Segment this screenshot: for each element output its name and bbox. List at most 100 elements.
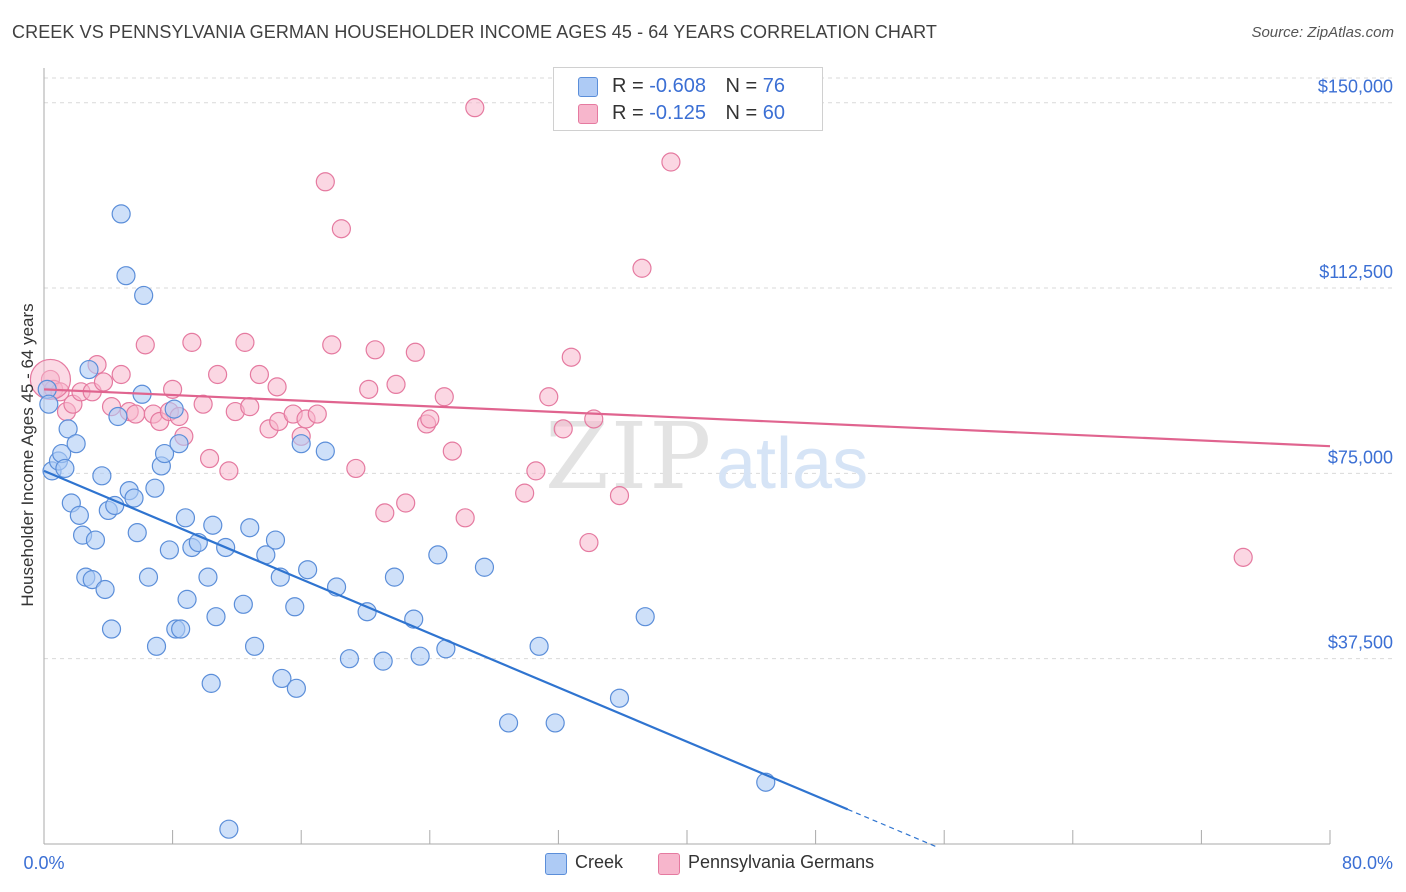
- creek-point: [498, 713, 519, 733]
- pennsylvania-germans-point: [434, 387, 454, 407]
- pennsylvania-germans-point: [386, 374, 406, 394]
- creek-point: [82, 570, 102, 590]
- pennsylvania-germans-point: [126, 404, 146, 424]
- r-label: R =: [612, 102, 644, 124]
- pennsylvania-germans-point: [396, 493, 416, 513]
- creek-point: [240, 518, 260, 538]
- creek-point: [39, 394, 59, 414]
- y-tick-label: $75,000: [1328, 447, 1393, 467]
- creek-swatch: [578, 77, 598, 97]
- creek-point: [177, 589, 197, 609]
- creek-point: [79, 359, 99, 380]
- x-tick-label: 80.0%: [1342, 853, 1393, 873]
- creek-point: [171, 619, 191, 639]
- pennsylvania-germans-point: [208, 364, 228, 385]
- creek-point: [609, 688, 630, 708]
- creek-point: [154, 443, 175, 464]
- creek-point: [203, 515, 223, 535]
- pennsylvania-germans-point: [249, 364, 270, 385]
- creek-point: [124, 488, 144, 508]
- creek-point: [428, 545, 448, 565]
- pennsylvania-germans-point: [111, 364, 131, 385]
- pennsylvania-germans-point: [93, 372, 114, 392]
- trend-lines: [43, 388, 1331, 848]
- pennsylvania-germans-point: [346, 458, 366, 479]
- pennsylvania-germans-point: [632, 258, 652, 278]
- pennsylvania-germans-point: [359, 379, 379, 399]
- creek-point: [58, 419, 78, 439]
- pennsylvania-germans-swatch: [578, 104, 598, 124]
- x-tick-label: 0.0%: [23, 853, 64, 873]
- legend-label-creek: Creek: [575, 852, 624, 872]
- pennsylvania-germans-point: [465, 98, 485, 118]
- correlation-legend: R = -0.608 N = 76 R = -0.125 N = 60: [553, 67, 823, 131]
- creek-point: [286, 678, 306, 698]
- pennsylvania-germans-point: [182, 332, 202, 352]
- pennsylvania-germans-point: [526, 461, 546, 481]
- x-tick-labels: 0.0% 80.0%: [23, 853, 1393, 873]
- creek-point: [545, 713, 565, 733]
- axes: [43, 68, 1331, 845]
- y-axis-label: Householder Income Ages 45 - 64 years: [18, 303, 37, 607]
- r-value: -0.608: [649, 75, 706, 97]
- creek-point: [127, 523, 147, 543]
- creek-trend-extension: [847, 808, 937, 848]
- pennsylvania-germans-point: [515, 483, 535, 503]
- creek-point: [285, 597, 305, 617]
- creek-point: [101, 619, 122, 639]
- creek-point: [108, 406, 128, 427]
- pennsylvania-germans-point: [365, 340, 385, 360]
- pennsylvania-germans-point: [193, 394, 213, 414]
- pennsylvania-germans-point: [553, 419, 573, 439]
- creek-point: [134, 285, 154, 306]
- pennsylvania-germans-point: [315, 172, 335, 192]
- y-tick-label: $37,500: [1328, 633, 1393, 653]
- pennsylvania-germans-point: [240, 397, 260, 417]
- creek-swatch: [545, 853, 567, 875]
- chart-title: CREEK VS PENNSYLVANIA GERMAN HOUSEHOLDER…: [12, 22, 937, 42]
- creek-point: [291, 434, 311, 454]
- creek-point: [66, 434, 86, 454]
- creek-point: [244, 636, 265, 656]
- n-value: 76: [762, 75, 786, 97]
- creek-point: [175, 508, 196, 528]
- n-label: N =: [725, 102, 758, 124]
- n-label: N =: [725, 75, 758, 97]
- r-value: -0.125: [649, 102, 706, 124]
- creek-point: [233, 594, 253, 614]
- pennsylvania-germans-point: [375, 503, 395, 523]
- pennsylvania-germans-point: [135, 335, 155, 355]
- y-tick-label: $112,500: [1319, 262, 1393, 282]
- pennsylvania-germans-point: [199, 448, 220, 469]
- gridlines: [44, 77, 1392, 660]
- pennsylvania-germans-trend-line: [43, 388, 1331, 448]
- creek-point: [315, 441, 335, 461]
- pennsylvania-germans-point: [405, 342, 425, 362]
- y-tick-label: $150,000: [1318, 77, 1393, 97]
- pennsylvania-germans-point: [235, 332, 255, 352]
- creek-point: [272, 668, 292, 689]
- n-value: 60: [762, 102, 786, 124]
- creek-point: [339, 649, 360, 669]
- pennsylvania-germans-point: [442, 441, 462, 461]
- creek-point: [164, 399, 184, 419]
- creek-point: [95, 579, 115, 600]
- pennsylvania-germans-point: [267, 377, 287, 397]
- pennsylvania-germans-point: [331, 219, 351, 239]
- pennsylvania-germans-point: [561, 347, 581, 367]
- creek-point: [116, 266, 136, 286]
- creek-point: [384, 567, 405, 587]
- creek-point: [69, 505, 89, 525]
- pennsylvania-germans-point: [455, 508, 475, 528]
- pennsylvania-germans-point: [661, 152, 681, 172]
- creek-point: [145, 478, 165, 498]
- pennsylvania-germans-point: [420, 409, 440, 429]
- pennsylvania-germans-point: [579, 532, 599, 553]
- legend-label-pennsylvania-germans: Pennsylvania Germans: [688, 852, 875, 872]
- creek-point: [92, 466, 112, 486]
- watermark-zip: ZIP: [545, 403, 713, 510]
- creek-point: [169, 434, 189, 454]
- creek-point: [201, 673, 221, 693]
- pennsylvania-germans-point: [307, 404, 327, 424]
- pennsylvania-germans-point: [1233, 547, 1253, 567]
